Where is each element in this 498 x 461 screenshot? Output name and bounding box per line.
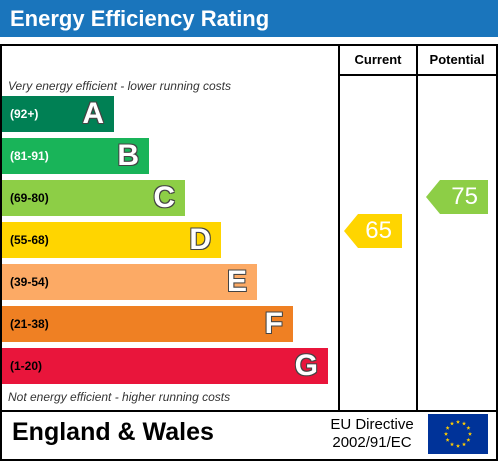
current-column-header: Current	[354, 52, 402, 67]
band-f-range: (21-38)	[10, 317, 49, 331]
eu-star-icon	[467, 431, 473, 436]
band-a: (92+) A	[2, 96, 114, 132]
eu-star-icon	[466, 437, 471, 442]
eu-star-icon	[445, 425, 450, 430]
band-a-range: (92+)	[10, 107, 39, 121]
potential-column-header: Potential	[429, 52, 485, 67]
band-e-letter: E	[226, 265, 247, 298]
current-column-divider	[338, 44, 340, 412]
top-efficiency-note: Very energy efficient - lower running co…	[8, 79, 231, 93]
band-c-range: (69-80)	[10, 191, 49, 205]
header-divider	[338, 74, 498, 76]
band-f-letter: F	[264, 307, 283, 340]
band-b-range: (81-91)	[10, 149, 49, 163]
eu-star-icon	[461, 421, 467, 426]
band-d: (55-68) D	[2, 222, 221, 258]
bottom-efficiency-note: Not energy efficient - higher running co…	[8, 390, 231, 404]
footer-frame	[0, 410, 498, 461]
potential-rating-value: 75	[451, 183, 478, 210]
band-g-range: (1-20)	[10, 359, 43, 373]
band-b: (81-91) B	[2, 138, 149, 174]
band-e: (39-54) E	[2, 264, 257, 300]
band-f: (21-38) F	[2, 306, 293, 342]
region-label: England & Wales	[12, 418, 214, 446]
eu-star-icon	[455, 443, 461, 448]
band-g: (1-20) G	[2, 348, 328, 384]
band-b-letter: B	[117, 139, 139, 172]
eu-star-icon	[449, 421, 455, 426]
eu-star-icon	[449, 442, 455, 447]
potential-column-divider	[416, 44, 418, 412]
band-g-letter: G	[294, 349, 318, 382]
eu-flag-icon	[428, 414, 488, 454]
band-c: (69-80) C	[2, 180, 185, 216]
eu-star-icon	[455, 419, 461, 424]
chart-title: Energy Efficiency Rating	[0, 0, 498, 37]
band-d-letter: D	[189, 223, 211, 256]
eu-star-icon	[445, 437, 450, 442]
eu-star-icon	[466, 425, 471, 430]
band-a-letter: A	[82, 97, 104, 130]
eu-star-icon	[443, 431, 449, 436]
potential-rating-arrow: 75	[426, 180, 488, 214]
current-rating-value: 65	[365, 217, 392, 244]
band-d-range: (55-68)	[10, 233, 49, 247]
current-arrow-shape	[344, 214, 402, 248]
band-e-range: (39-54)	[10, 275, 49, 289]
directive-line-2: 2002/91/EC	[332, 434, 412, 451]
current-rating-arrow: 65	[344, 214, 402, 248]
potential-arrow-shape	[426, 180, 488, 214]
directive-line-1: EU Directive	[330, 416, 414, 433]
band-c-letter: C	[153, 181, 175, 214]
eu-star-icon	[461, 442, 467, 447]
